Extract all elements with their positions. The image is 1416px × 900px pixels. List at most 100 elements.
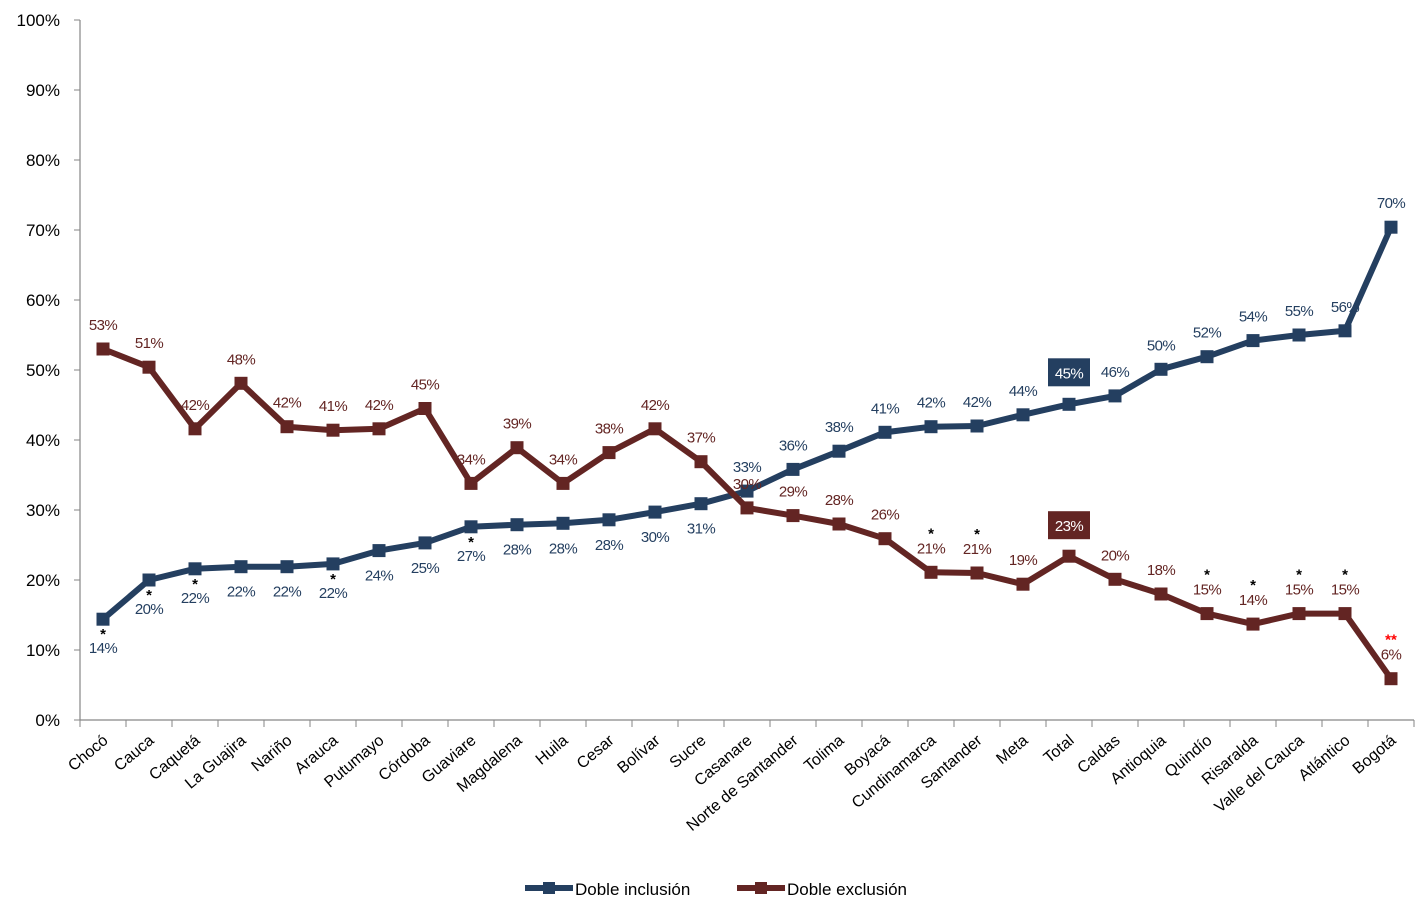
data-point [326, 423, 340, 437]
y-tick-label: 70% [26, 221, 60, 240]
x-tick-label: Chocó [65, 732, 111, 775]
data-labels: *14%*20%*22% 22% 22%*22%24% 25%*27% 28% 28% 28… [89, 195, 1406, 664]
significance-marker: * [928, 525, 934, 542]
highlight-label-box [1048, 358, 1090, 387]
data-label: 53% [89, 317, 117, 334]
data-label: 42% [917, 395, 945, 412]
data-label: 28% [549, 540, 577, 557]
data-point [1108, 572, 1122, 586]
data-point [464, 476, 478, 490]
data-point [1016, 408, 1030, 422]
data-label: 22% [319, 585, 347, 602]
significance-marker: * [1342, 567, 1348, 584]
data-label: 24% [365, 568, 393, 585]
data-label: 19% [1009, 552, 1037, 569]
data-point [878, 532, 892, 546]
data-point [1338, 607, 1352, 621]
data-label: 22% [273, 584, 301, 601]
data-label: 33% [733, 459, 761, 476]
data-point [1292, 328, 1306, 342]
data-label: 42% [273, 395, 301, 412]
data-point [924, 565, 938, 579]
data-point [234, 376, 248, 390]
data-point [1154, 587, 1168, 601]
data-label: 34% [457, 451, 485, 468]
x-tick-label: Bogotá [1350, 732, 1400, 778]
y-tick-label: 10% [26, 641, 60, 660]
y-tick-label: 20% [26, 571, 60, 590]
data-point [510, 518, 524, 532]
data-label: 26% [871, 507, 899, 524]
data-label: 54% [1239, 309, 1267, 326]
x-tick-label: Bolívar [614, 732, 664, 777]
data-label: 44% [1009, 383, 1037, 400]
x-tick-label: Nariño [249, 732, 296, 775]
data-point [188, 562, 202, 576]
significance-marker: * [1204, 567, 1210, 584]
data-point [234, 560, 248, 574]
data-point [648, 505, 662, 519]
data-label: 21% [963, 541, 991, 558]
data-label: 21% [917, 540, 945, 557]
data-label: 23% [1055, 518, 1083, 535]
data-point [1246, 617, 1260, 631]
legend-marker [755, 882, 767, 894]
data-label: 39% [503, 416, 531, 433]
data-point [1062, 549, 1076, 563]
data-point [832, 517, 846, 531]
data-point [1384, 672, 1398, 686]
highlight-label-box [1048, 511, 1090, 540]
data-point [832, 444, 846, 458]
data-label: 41% [871, 400, 899, 417]
significance-marker: * [1250, 577, 1256, 594]
data-label: 28% [503, 542, 531, 559]
data-label: 42% [641, 397, 669, 414]
data-point [1062, 397, 1076, 411]
data-point [970, 419, 984, 433]
data-point [970, 566, 984, 580]
significance-marker: ** [1385, 632, 1397, 649]
data-label: 70% [1377, 195, 1405, 212]
data-point [786, 509, 800, 523]
data-point [510, 441, 524, 455]
data-point [1338, 324, 1352, 338]
x-tick-label: Huila [533, 732, 572, 769]
data-label: 51% [135, 335, 163, 352]
data-point [602, 446, 616, 460]
data-point [188, 422, 202, 436]
data-label: 28% [825, 492, 853, 509]
legend-label: Doble inclusión [575, 880, 690, 899]
data-label: 28% [595, 537, 623, 554]
y-tick-label: 90% [26, 81, 60, 100]
data-point [1200, 607, 1214, 621]
data-point [142, 573, 156, 587]
data-label: 25% [411, 560, 439, 577]
data-point [786, 462, 800, 476]
significance-marker: * [100, 626, 106, 643]
data-point [280, 560, 294, 574]
data-label: 42% [963, 394, 991, 411]
data-label: 15% [1331, 582, 1359, 599]
x-tick-label: Tolima [801, 732, 847, 775]
y-tick-label: 100% [17, 11, 60, 30]
data-label: 45% [1055, 365, 1083, 382]
data-point [464, 520, 478, 534]
legend-marker [543, 882, 555, 894]
data-label: 20% [135, 601, 163, 618]
data-point [418, 402, 432, 415]
legend: Doble inclusión Doble exclusión [525, 880, 907, 899]
data-point [1246, 334, 1260, 348]
axes: 0% 10% 20% 30% 40% 50% 60% 70% 80% 90% 100% [17, 11, 1415, 730]
data-point [1154, 362, 1168, 376]
data-point [556, 516, 570, 530]
data-label: 27% [457, 548, 485, 565]
data-label: 41% [319, 398, 347, 415]
data-point [142, 360, 156, 374]
significance-marker: * [146, 587, 152, 604]
data-label: 20% [1101, 547, 1129, 564]
significance-marker: * [330, 571, 336, 588]
data-point [878, 425, 892, 439]
data-point [740, 501, 754, 515]
